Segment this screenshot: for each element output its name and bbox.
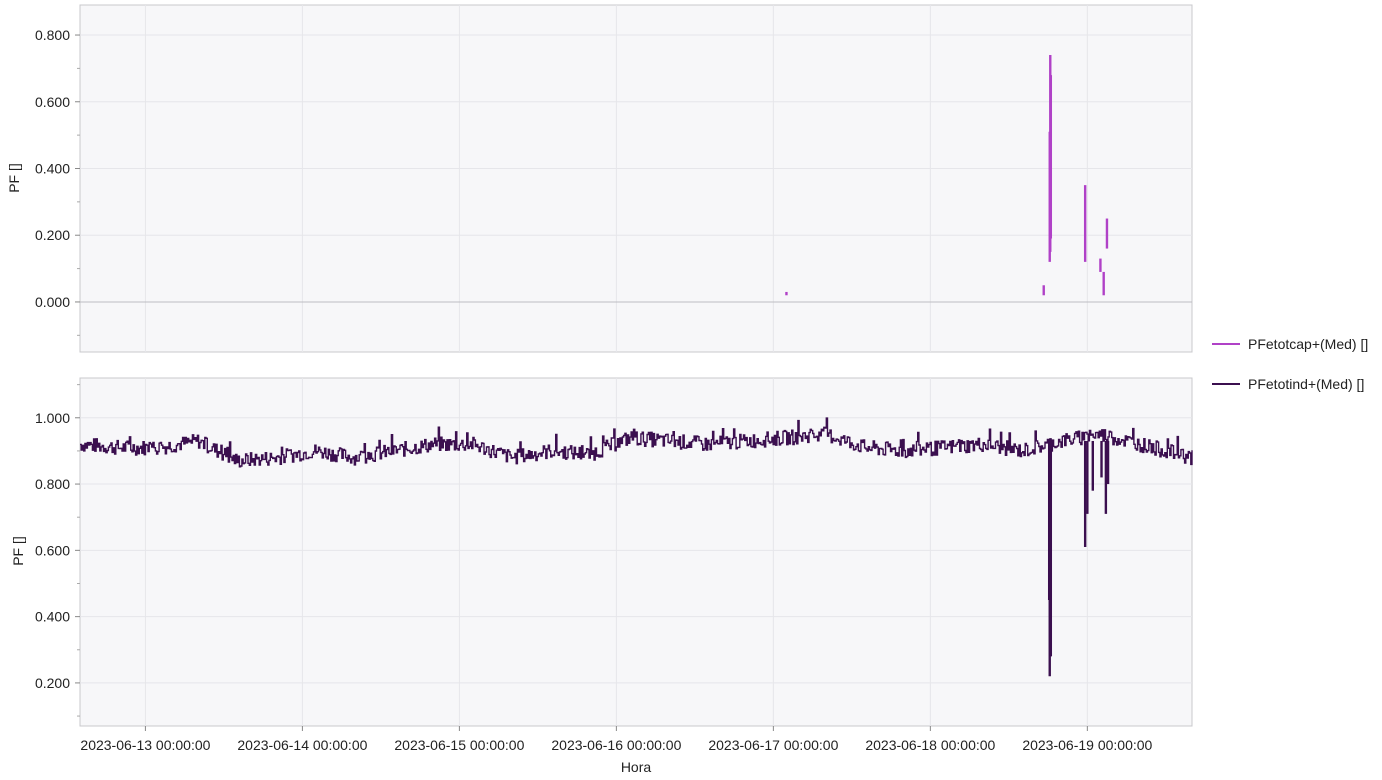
- x-tick-label: 2023-06-15 00:00:00: [394, 737, 524, 753]
- legend: PFetotcap+(Med) [] PFetotind+(Med) []: [1212, 336, 1368, 392]
- y-tick-label: 0.400: [35, 160, 70, 176]
- x-axis-ticks: 2023-06-13 00:00:00 2023-06-14 00:00:00 20…: [80, 726, 1153, 753]
- series-line: [80, 417, 1193, 468]
- x-axis-title: Hora: [621, 759, 652, 775]
- top-chart-panel: 0.000 0.200 0.400 0.600 0.800 PF []: [6, 4, 1193, 353]
- y-tick-label: 0.600: [35, 542, 70, 558]
- y-tick-label: 0.000: [35, 294, 70, 310]
- bottom-plot-area: [79, 377, 1193, 727]
- top-grid: [80, 5, 1192, 352]
- x-tick-label: 2023-06-13 00:00:00: [80, 737, 210, 753]
- y-tick-label: 0.200: [35, 227, 70, 243]
- y-tick-label: 0.200: [35, 675, 70, 691]
- legend-item-pfetotcap[interactable]: PFetotcap+(Med) []: [1212, 336, 1368, 352]
- y-tick-label: 0.800: [35, 27, 70, 43]
- y-tick-label: 1.000: [35, 410, 70, 426]
- bottom-grid: [80, 378, 1192, 726]
- y-tick-label: 0.800: [35, 476, 70, 492]
- top-y-ticks: 0.000 0.200 0.400 0.600 0.800: [35, 27, 80, 336]
- top-plot-area: [79, 4, 1193, 353]
- x-tick-label: 2023-06-16 00:00:00: [551, 737, 681, 753]
- y-tick-label: 0.400: [35, 609, 70, 625]
- bottom-chart-panel: 0.200 0.400 0.600 0.800 1.000 2023-06-13 00:…: [10, 377, 1193, 775]
- top-series-pfetotcap: [785, 55, 1109, 296]
- bottom-series-pfetotind: [80, 417, 1193, 677]
- bottom-y-axis-title: PF []: [10, 536, 26, 566]
- x-tick-label: 2023-06-19 00:00:00: [1022, 737, 1152, 753]
- legend-label: PFetotind+(Med) []: [1248, 376, 1364, 392]
- legend-item-pfetotind[interactable]: PFetotind+(Med) []: [1212, 376, 1364, 392]
- x-tick-label: 2023-06-17 00:00:00: [708, 737, 838, 753]
- x-tick-label: 2023-06-18 00:00:00: [865, 737, 995, 753]
- x-tick-label: 2023-06-14 00:00:00: [237, 737, 367, 753]
- legend-label: PFetotcap+(Med) []: [1248, 336, 1368, 352]
- y-tick-label: 0.600: [35, 94, 70, 110]
- bottom-y-ticks: 0.200 0.400 0.600 0.800 1.000: [35, 384, 80, 717]
- top-y-axis-title: PF []: [6, 163, 22, 193]
